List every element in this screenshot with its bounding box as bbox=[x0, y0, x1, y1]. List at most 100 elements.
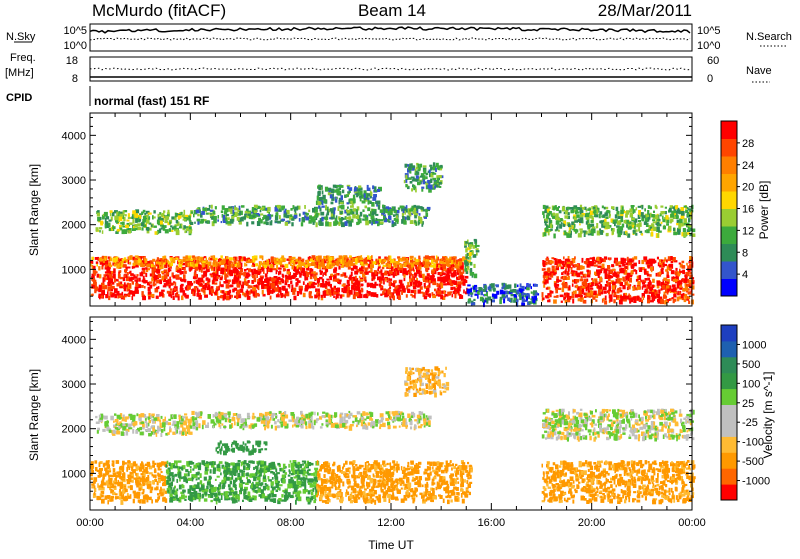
heatmap-cell bbox=[559, 280, 562, 282]
heatmap-cell bbox=[221, 210, 223, 213]
heatmap-cell bbox=[141, 227, 143, 230]
heatmap-cell bbox=[474, 239, 477, 242]
heatmap-cell bbox=[673, 228, 675, 232]
heatmap-cell bbox=[631, 205, 635, 207]
heatmap-cell bbox=[644, 221, 647, 225]
heatmap-cell bbox=[638, 260, 640, 264]
heatmap-cell bbox=[652, 279, 655, 283]
heatmap-cell bbox=[465, 261, 469, 266]
heatmap-cell bbox=[91, 257, 94, 261]
heatmap-cell bbox=[111, 271, 113, 274]
heatmap-cell bbox=[685, 286, 688, 291]
heatmap-cell bbox=[561, 222, 563, 224]
heatmap-cell bbox=[226, 284, 230, 289]
heatmap-cell bbox=[379, 276, 381, 280]
velocity-heatmap bbox=[90, 366, 696, 505]
heatmap-cell bbox=[267, 269, 269, 274]
heatmap-cell bbox=[669, 264, 672, 268]
heatmap-cell bbox=[301, 222, 303, 226]
heatmap-cell bbox=[154, 226, 157, 228]
heatmap-cell bbox=[580, 279, 584, 282]
heatmap-cell bbox=[418, 273, 420, 277]
heatmap-cell bbox=[394, 291, 396, 293]
heatmap-cell bbox=[519, 295, 522, 300]
heatmap-cell bbox=[329, 264, 331, 269]
heatmap-cell bbox=[465, 241, 468, 243]
heatmap-cell bbox=[382, 205, 384, 208]
heatmap-cell bbox=[438, 294, 441, 296]
heatmap-cell bbox=[112, 496, 114, 498]
heatmap-cell bbox=[383, 280, 385, 285]
heatmap-cell bbox=[612, 282, 616, 286]
heatmap-cell bbox=[217, 271, 219, 276]
heatmap-cell bbox=[403, 274, 405, 278]
heatmap-cell bbox=[611, 206, 614, 209]
heatmap-cell bbox=[599, 214, 601, 219]
heatmap-cell bbox=[379, 219, 383, 221]
heatmap-cell bbox=[325, 187, 328, 192]
heatmap-cell bbox=[476, 250, 480, 252]
heatmap-cell bbox=[473, 286, 475, 289]
heatmap-cell bbox=[115, 493, 118, 495]
nave-trace bbox=[90, 68, 690, 70]
heatmap-cell bbox=[99, 274, 102, 278]
heatmap-cell bbox=[605, 296, 607, 301]
heatmap-cell bbox=[644, 208, 646, 211]
heatmap-cell bbox=[553, 299, 557, 303]
heatmap-cell bbox=[658, 224, 660, 226]
heatmap-cell bbox=[531, 291, 533, 293]
heatmap-cell bbox=[281, 293, 283, 298]
heatmap-cell bbox=[323, 199, 327, 203]
heatmap-cell bbox=[197, 219, 200, 222]
heatmap-cell bbox=[193, 214, 195, 218]
colorbar-tick-label: 28 bbox=[742, 138, 754, 150]
heatmap-cell bbox=[278, 271, 280, 275]
heatmap-cell bbox=[545, 221, 547, 226]
heatmap-cell bbox=[303, 293, 306, 297]
heatmap-cell bbox=[312, 286, 316, 289]
heatmap-cell bbox=[343, 291, 347, 293]
heatmap-cell bbox=[219, 262, 222, 264]
heatmap-cell bbox=[209, 257, 211, 260]
heatmap-cell bbox=[424, 283, 426, 288]
heatmap-cell bbox=[309, 296, 313, 298]
heatmap-cell bbox=[385, 278, 387, 282]
heatmap-cell bbox=[643, 256, 647, 260]
heatmap-cell bbox=[105, 294, 108, 298]
heatmap-cell bbox=[135, 290, 139, 294]
heatmap-cell bbox=[418, 222, 420, 225]
heatmap-cell bbox=[672, 284, 676, 287]
heatmap-cell bbox=[400, 206, 403, 209]
heatmap-cell bbox=[670, 214, 674, 218]
heatmap-cell bbox=[234, 262, 236, 264]
heatmap-cell bbox=[603, 287, 607, 291]
heatmap-cell bbox=[148, 481, 152, 485]
heatmap-cell bbox=[611, 220, 613, 223]
heatmap-cell bbox=[387, 290, 391, 295]
heatmap-cell bbox=[303, 281, 305, 285]
heatmap-cell bbox=[212, 216, 214, 220]
heatmap-cell bbox=[153, 210, 155, 213]
heatmap-cell bbox=[402, 257, 406, 261]
heatmap-cell bbox=[588, 233, 592, 235]
heatmap-cell bbox=[437, 178, 439, 182]
heatmap-cell bbox=[157, 231, 159, 235]
heatmap-cell bbox=[380, 273, 384, 276]
heatmap-cell bbox=[517, 291, 519, 294]
heatmap-cell bbox=[464, 268, 467, 272]
heatmap-cell bbox=[349, 255, 351, 257]
heatmap-cell bbox=[675, 206, 678, 210]
heatmap-cell bbox=[421, 292, 424, 294]
heatmap-cell bbox=[302, 268, 305, 273]
heatmap-cell bbox=[673, 232, 677, 235]
heatmap-cell bbox=[378, 205, 380, 210]
date-title: 28/Mar/2011 bbox=[598, 1, 692, 20]
heatmap-cell bbox=[146, 264, 150, 267]
heatmap-cell bbox=[639, 268, 641, 271]
heatmap-cell bbox=[347, 280, 350, 284]
heatmap-cell bbox=[193, 276, 196, 279]
heatmap-cell bbox=[684, 206, 687, 208]
heatmap-cell bbox=[636, 207, 638, 210]
heatmap-cell bbox=[547, 268, 550, 273]
heatmap-cell bbox=[225, 280, 228, 284]
